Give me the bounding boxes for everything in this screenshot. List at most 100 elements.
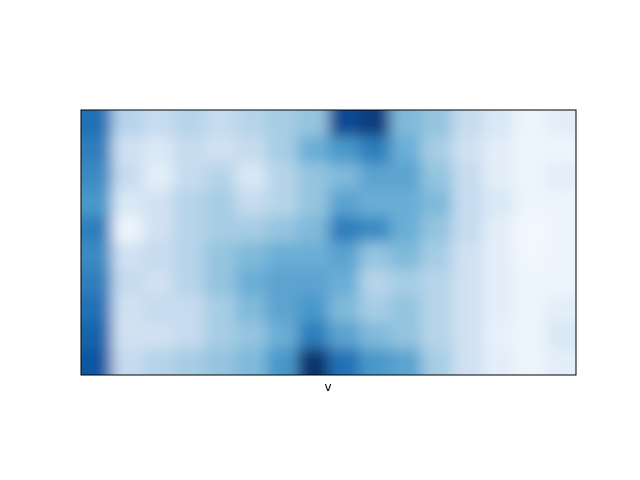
heatmap-cell xyxy=(204,216,237,243)
heatmap-cell xyxy=(359,269,391,296)
heatmap-cell xyxy=(142,348,175,375)
heatmap-cell xyxy=(297,348,329,375)
heatmap-cell xyxy=(204,242,237,270)
heatmap-cell xyxy=(235,242,268,270)
heatmap-cell xyxy=(483,136,515,164)
heatmap-cell xyxy=(235,136,268,164)
heatmap-cell xyxy=(359,189,391,217)
heatmap-cell xyxy=(81,348,113,375)
heatmap-cell xyxy=(483,269,515,296)
heatmap-cell xyxy=(514,348,546,375)
heatmap-cell xyxy=(297,163,329,190)
heatmap-cell xyxy=(483,322,515,349)
heatmap-cell xyxy=(483,242,515,270)
heatmap-cell xyxy=(204,295,237,323)
heatmap-cell xyxy=(328,295,360,323)
heatmap-cell xyxy=(173,295,206,323)
heatmap-cell xyxy=(297,295,329,323)
heatmap-cell xyxy=(142,136,175,164)
heatmap-cell xyxy=(545,110,576,137)
heatmap-cell xyxy=(390,189,422,217)
heatmap-cell xyxy=(81,189,113,217)
heatmap-cell xyxy=(111,322,144,349)
heatmap-cell xyxy=(111,348,144,375)
heatmap-cell xyxy=(483,163,515,190)
heatmap-cell xyxy=(545,322,576,349)
heatmap-cell xyxy=(483,189,515,217)
heatmap-cell xyxy=(514,136,546,164)
heatmap-cell xyxy=(514,216,546,243)
heatmap-cell xyxy=(266,110,299,137)
heatmap-cell xyxy=(142,163,175,190)
heatmap-cell xyxy=(328,242,360,270)
heatmap-cell xyxy=(297,189,329,217)
heatmap-cell xyxy=(390,295,422,323)
heatmap-cell xyxy=(297,110,329,137)
heatmap-cell xyxy=(545,216,576,243)
heatmap-cell xyxy=(359,163,391,190)
heatmap-cell xyxy=(328,216,360,243)
heatmap-cell xyxy=(483,295,515,323)
heatmap-cell xyxy=(359,322,391,349)
heatmap-cell xyxy=(545,189,576,217)
heatmap-cell xyxy=(514,189,546,217)
heatmap-cell xyxy=(142,295,175,323)
x-axis-label: v xyxy=(324,380,331,394)
heatmap-cell xyxy=(266,348,299,375)
heatmap-cell xyxy=(514,322,546,349)
heatmap-cell xyxy=(266,163,299,190)
heatmap-cell xyxy=(266,242,299,270)
heatmap-cell xyxy=(452,189,484,217)
heatmap-cell xyxy=(452,216,484,243)
heatmap-cell xyxy=(142,216,175,243)
heatmap-cell xyxy=(204,136,237,164)
heatmap-cell xyxy=(421,189,453,217)
heatmap-cell xyxy=(235,269,268,296)
heatmap-cell xyxy=(235,189,268,217)
heatmap-cell xyxy=(390,136,422,164)
heatmap-cell xyxy=(81,110,113,137)
heatmap-cell xyxy=(452,322,484,349)
heatmap-cell xyxy=(81,295,113,323)
heatmap-cell xyxy=(421,348,453,375)
heatmap-cell xyxy=(235,163,268,190)
heatmap-cell xyxy=(359,110,391,137)
heatmap-cell xyxy=(142,322,175,349)
heatmap-cell xyxy=(452,269,484,296)
heatmap-cell xyxy=(328,269,360,296)
heatmap-cell xyxy=(81,136,113,164)
heatmap-cell xyxy=(421,242,453,270)
heatmap-cell xyxy=(514,269,546,296)
heatmap-cell xyxy=(111,110,144,137)
heatmap-cell xyxy=(297,216,329,243)
heatmap-cell xyxy=(545,348,576,375)
heatmap-cell xyxy=(514,163,546,190)
heatmap-cell xyxy=(81,242,113,270)
heatmap-cell xyxy=(81,322,113,349)
heatmap-cell xyxy=(173,163,206,190)
heatmap-cell xyxy=(359,295,391,323)
heatmap-cell xyxy=(204,269,237,296)
heatmap-cell xyxy=(235,110,268,137)
heatmap-cell xyxy=(142,269,175,296)
heatmap-cell xyxy=(111,163,144,190)
heatmap-cell xyxy=(235,295,268,323)
heatmap-cell xyxy=(81,216,113,243)
heatmap-cell xyxy=(545,269,576,296)
heatmap-cell xyxy=(390,216,422,243)
heatmap-cell xyxy=(328,110,360,137)
heatmap-cell xyxy=(297,136,329,164)
heatmap-cell xyxy=(111,295,144,323)
heatmap-cell xyxy=(235,216,268,243)
heatmap-cell xyxy=(173,136,206,164)
heatmap-cell xyxy=(328,189,360,217)
heatmap-cell xyxy=(452,163,484,190)
heatmap-cell xyxy=(390,110,422,137)
heatmap-cell xyxy=(452,110,484,137)
heatmap-plot-area xyxy=(81,110,576,375)
heatmap-cell xyxy=(266,189,299,217)
heatmap-cell xyxy=(81,269,113,296)
heatmap-cell xyxy=(421,269,453,296)
heatmap-cell xyxy=(142,110,175,137)
